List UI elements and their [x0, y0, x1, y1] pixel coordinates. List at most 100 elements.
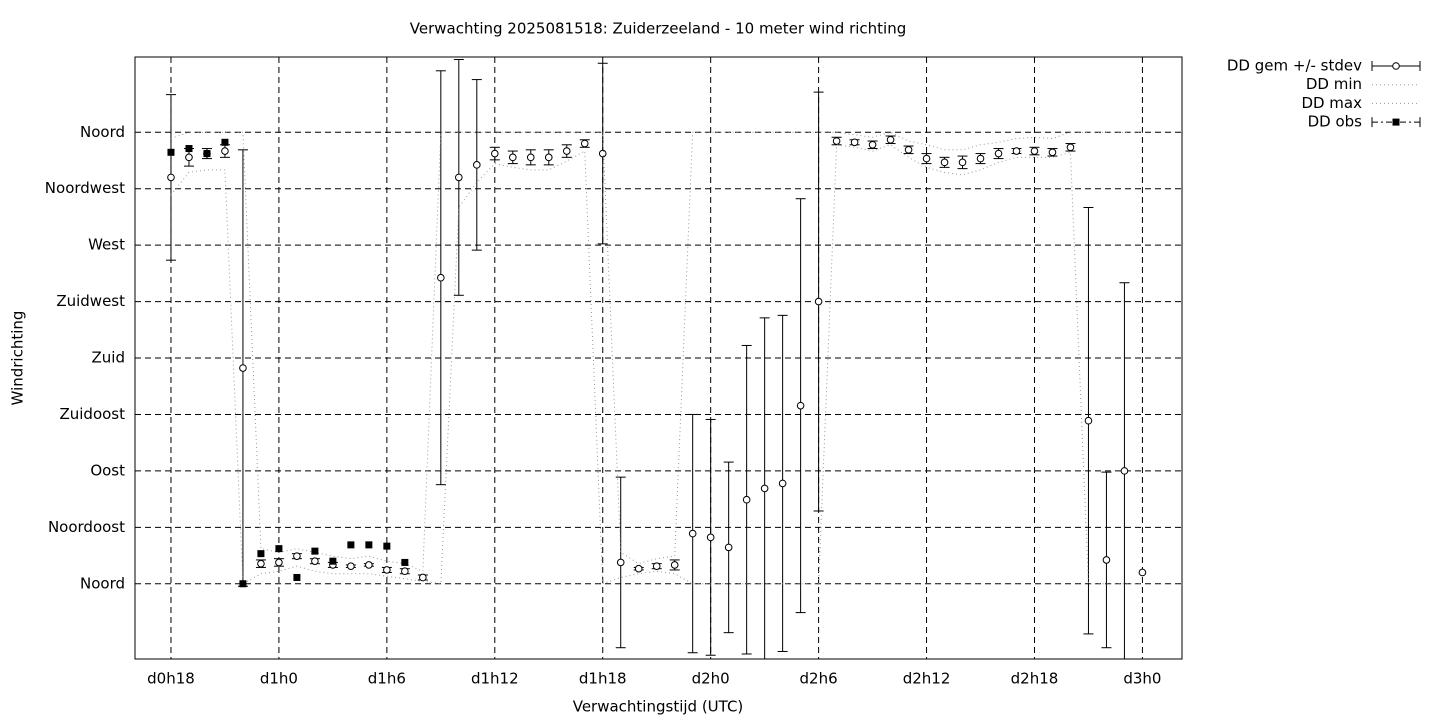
point [239, 364, 247, 372]
point [419, 573, 427, 582]
point [922, 154, 931, 163]
point [1066, 143, 1075, 152]
point [508, 153, 517, 162]
point [1012, 147, 1021, 155]
point [796, 401, 805, 410]
point [544, 153, 553, 162]
point [185, 145, 193, 153]
point [904, 146, 913, 154]
point [742, 495, 751, 504]
point [275, 558, 283, 567]
point [616, 558, 625, 567]
legend-label: DD obs [1308, 113, 1363, 131]
plot-border [134, 56, 1183, 660]
point [526, 153, 535, 162]
point [1030, 147, 1039, 155]
point [365, 541, 373, 549]
point [401, 567, 409, 576]
x-tick-label: d0h18 [147, 670, 195, 688]
y-tick-label: Zuid [92, 349, 125, 367]
x-tick-label: d2h6 [800, 670, 838, 688]
point [724, 543, 733, 552]
point [473, 161, 481, 169]
x-axis-label: Verwachtingstijd (UTC) [573, 698, 744, 716]
y-tick-label: Oost [90, 461, 125, 479]
y-tick-label: Noordwest [45, 179, 125, 197]
point [257, 550, 265, 558]
line [170, 131, 1143, 572]
legend-label: DD max [1301, 94, 1362, 112]
point [401, 558, 409, 566]
x-tick-label: d1h6 [368, 670, 406, 688]
y-tick-label: Noordoost [48, 518, 125, 536]
point [490, 149, 499, 158]
legend-swatch [1392, 118, 1400, 126]
y-tick-label: Noord [80, 123, 125, 141]
point [221, 147, 229, 155]
point [455, 173, 463, 182]
x-tick-label: d2h0 [692, 670, 730, 688]
point [167, 173, 175, 182]
legend-swatch [1392, 62, 1400, 70]
point [383, 542, 391, 550]
point [167, 148, 175, 156]
point [1138, 568, 1147, 577]
point [365, 561, 373, 569]
point [598, 149, 607, 158]
point [311, 547, 319, 555]
y-tick-label: Zuidwest [56, 292, 125, 310]
x-tick-label: d3h0 [1123, 670, 1161, 688]
point [239, 580, 247, 588]
point [347, 541, 355, 549]
x-tick-label: d1h12 [471, 670, 519, 688]
point [311, 557, 319, 565]
point [1120, 467, 1129, 475]
point [634, 564, 643, 573]
point [257, 559, 265, 568]
point [293, 552, 301, 560]
point [293, 573, 301, 581]
y-tick-label: Zuidoost [59, 405, 125, 423]
point [203, 150, 211, 158]
point [868, 140, 877, 149]
point [706, 533, 715, 542]
legend-label: DD min [1306, 75, 1362, 93]
grid [135, 57, 1182, 659]
point [670, 561, 679, 569]
point [994, 149, 1003, 158]
legend-label: DD gem +/- stdev [1227, 57, 1362, 75]
x-tick-label: d1h18 [579, 670, 627, 688]
chart-title: Verwachting 2025081518: Zuiderzeeland - … [410, 20, 906, 38]
point [347, 562, 355, 570]
point [760, 484, 769, 493]
point [185, 153, 193, 162]
point [329, 557, 337, 565]
x-tick-label: d2h12 [903, 670, 951, 688]
point [688, 529, 697, 538]
point [958, 158, 967, 167]
x-tick-label: d2h18 [1011, 670, 1059, 688]
point [832, 137, 841, 145]
point [580, 139, 589, 148]
point [221, 138, 229, 146]
point [275, 545, 283, 553]
plot-area [165, 59, 1147, 659]
x-tick-label: d1h0 [260, 670, 298, 688]
point [1102, 556, 1111, 564]
point [886, 135, 895, 144]
y-axis-label: Windrichting [9, 311, 27, 406]
point [778, 479, 787, 488]
point [1084, 416, 1093, 425]
point [850, 138, 859, 147]
point [814, 297, 823, 306]
point [976, 154, 985, 163]
point [437, 273, 445, 282]
y-tick-label: West [88, 236, 125, 254]
point [562, 147, 571, 155]
line [170, 144, 1143, 585]
point [940, 158, 949, 167]
y-tick-label: Noord [80, 574, 125, 592]
point [1048, 148, 1057, 157]
